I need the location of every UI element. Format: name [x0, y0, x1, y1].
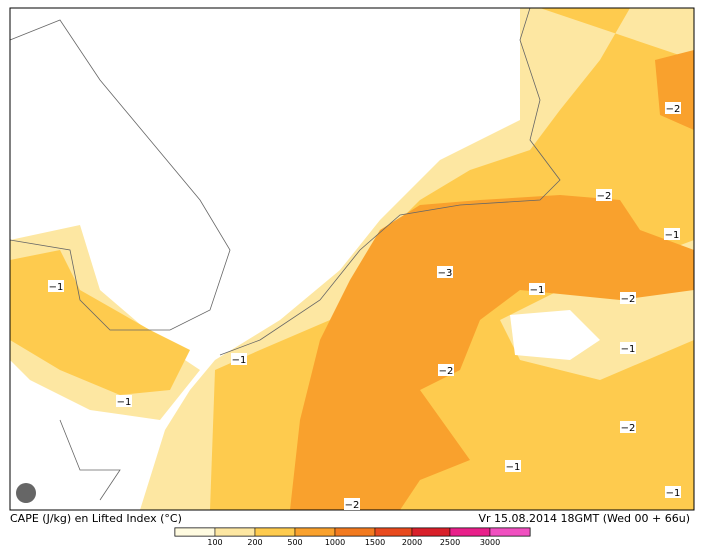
legend-label: 200	[247, 538, 262, 546]
legend-swatch	[294, 527, 336, 537]
legend-swatch	[174, 527, 216, 537]
no-cape	[510, 310, 600, 360]
label-box	[620, 342, 636, 354]
legend-label: 500	[287, 538, 302, 546]
contour-label: −1	[506, 462, 521, 473]
cape-500	[655, 50, 694, 130]
valid-time: Vr 15.08.2014 18GMT (Wed 00 + 66u)	[479, 512, 691, 525]
contour-label: −1	[530, 285, 545, 296]
contour-label: −3	[438, 268, 453, 279]
legend-label: 3000	[480, 538, 500, 546]
label-box	[438, 364, 454, 376]
label-box	[664, 228, 680, 240]
label-box	[596, 189, 612, 201]
contour-label: −1	[232, 355, 247, 366]
label-box	[344, 498, 360, 510]
contour-label: −1	[621, 344, 636, 355]
label-box	[620, 421, 636, 433]
label-box	[505, 460, 521, 472]
contour-label: −2	[597, 191, 612, 202]
map	[9, 7, 695, 511]
coastline	[219, 7, 561, 356]
legend-label: 100	[207, 538, 222, 546]
contour-label: −2	[439, 366, 454, 377]
coastline	[9, 19, 231, 331]
label-box	[665, 486, 681, 498]
contour-label: −1	[666, 488, 681, 499]
label-box	[620, 292, 636, 304]
label-box	[48, 280, 64, 292]
cape-500	[290, 195, 694, 510]
label-box	[529, 283, 545, 295]
legend-swatch	[254, 527, 296, 537]
logo	[16, 483, 36, 503]
legend-swatch	[374, 527, 413, 537]
contour-label: −1	[117, 397, 132, 408]
contour-label: −2	[621, 423, 636, 434]
label-box	[231, 353, 247, 365]
contour-label: −1	[49, 282, 64, 293]
label-box	[437, 266, 453, 278]
legend-label: 2000	[402, 538, 422, 546]
contour-label: −1	[665, 230, 680, 241]
contour-labels: −2 −2 −1 −3 −1 −2 −1 −1 −2 −1 −1 −2 −1 −2 −1	[48, 102, 681, 511]
legend-swatch	[489, 527, 531, 537]
legend-swatch	[334, 527, 376, 537]
label-box	[665, 102, 681, 114]
legend-label: 2500	[440, 538, 460, 546]
color-legend: 100 200 500 1000 1500 2000 2500 3000	[174, 527, 531, 546]
contour-label: −2	[621, 294, 636, 305]
contour-label: −2	[666, 104, 681, 115]
legend-swatch	[411, 527, 451, 537]
label-box	[116, 395, 132, 407]
contour-label: −2	[345, 500, 360, 511]
legend-label: 1000	[325, 538, 345, 546]
legend-swatch	[214, 527, 256, 537]
legend-label: 1500	[365, 538, 385, 546]
legend-swatch	[449, 527, 491, 537]
coastline	[59, 419, 121, 501]
caption: CAPE (J/kg) en Lifted Index (°C)	[10, 512, 182, 525]
